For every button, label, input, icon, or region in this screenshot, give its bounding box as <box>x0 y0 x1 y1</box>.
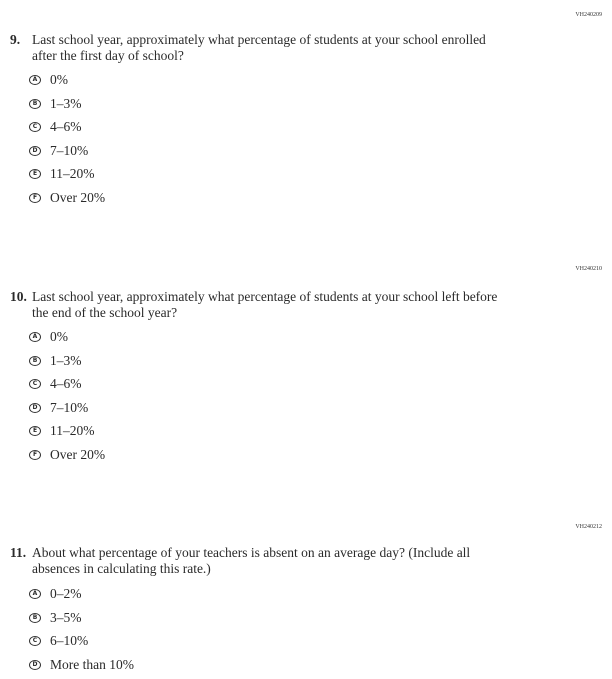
answer-option[interactable]: A 0–2% <box>29 586 82 602</box>
question-11: 11. About what percentage of your teacher… <box>10 545 510 577</box>
option-label: 11–20% <box>50 423 95 439</box>
radio-bubble-icon[interactable]: D <box>29 402 41 413</box>
question-10: 10. Last school year, approximately what … <box>10 289 510 321</box>
radio-bubble-icon[interactable]: B <box>29 612 41 623</box>
radio-bubble-icon[interactable]: B <box>29 355 41 366</box>
question-code: VH240210 <box>575 266 602 272</box>
answer-option[interactable]: B 3–5% <box>29 610 82 626</box>
answer-option[interactable]: F Over 20% <box>29 447 105 463</box>
radio-bubble-icon[interactable]: A <box>29 331 41 342</box>
option-label: 3–5% <box>50 609 82 625</box>
answer-option[interactable]: C 4–6% <box>29 119 82 135</box>
option-label: 0–2% <box>50 586 82 601</box>
option-label: 6–10% <box>50 633 89 649</box>
question-number: 11. <box>10 545 27 560</box>
option-label: 0% <box>50 329 68 344</box>
answer-option[interactable]: E 11–20% <box>29 166 95 182</box>
option-label: 7–10% <box>50 142 89 158</box>
radio-bubble-icon[interactable]: A <box>29 588 41 599</box>
question-text: Last school year, approximately what per… <box>32 289 498 320</box>
answer-option[interactable]: E 11–20% <box>29 423 95 439</box>
option-label: 1–3% <box>50 95 82 111</box>
question-number: 10. <box>10 289 27 304</box>
question-text: About what percentage of your teachers i… <box>32 545 471 576</box>
answer-option[interactable]: A 0% <box>29 72 68 88</box>
radio-bubble-icon[interactable]: C <box>29 379 41 390</box>
option-label: Over 20% <box>50 190 106 205</box>
answer-option[interactable]: F Over 20% <box>29 190 105 206</box>
question-number: 9. <box>10 32 21 47</box>
answer-option[interactable]: D 7–10% <box>29 143 88 159</box>
option-label: 1–3% <box>50 352 82 368</box>
option-label: 0% <box>50 72 68 87</box>
radio-bubble-icon[interactable]: F <box>29 192 41 203</box>
answer-option[interactable]: A 0% <box>29 329 68 345</box>
option-label: 4–6% <box>50 119 82 135</box>
question-9: 9. Last school year, approximately what p… <box>10 32 510 64</box>
option-label: Over 20% <box>50 447 106 462</box>
radio-bubble-icon[interactable]: F <box>29 449 41 460</box>
radio-bubble-icon[interactable]: B <box>29 98 41 109</box>
radio-bubble-icon[interactable]: C <box>29 122 41 133</box>
option-label: More than 10% <box>50 656 134 672</box>
option-label: 11–20% <box>50 166 95 182</box>
answer-option[interactable]: C 4–6% <box>29 376 82 392</box>
question-code: VH240209 <box>575 12 602 18</box>
question-code: VH240212 <box>575 524 602 530</box>
radio-bubble-icon[interactable]: E <box>29 426 41 437</box>
answer-option[interactable]: B 1–3% <box>29 353 82 369</box>
answer-option[interactable]: D More than 10% <box>29 657 134 673</box>
radio-bubble-icon[interactable]: A <box>29 74 41 85</box>
radio-bubble-icon[interactable]: E <box>29 169 41 180</box>
answer-option[interactable]: C 6–10% <box>29 633 88 649</box>
option-label: 4–6% <box>50 376 82 392</box>
radio-bubble-icon[interactable]: C <box>29 636 41 647</box>
question-text: Last school year, approximately what per… <box>32 32 486 63</box>
option-label: 7–10% <box>50 399 89 415</box>
radio-bubble-icon[interactable]: D <box>29 659 41 670</box>
answer-option[interactable]: B 1–3% <box>29 96 82 112</box>
answer-option[interactable]: D 7–10% <box>29 400 88 416</box>
radio-bubble-icon[interactable]: D <box>29 145 41 156</box>
